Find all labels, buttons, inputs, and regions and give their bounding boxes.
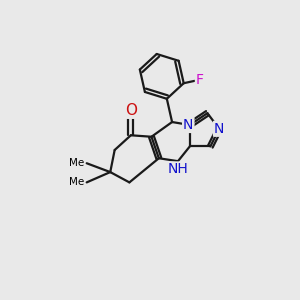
- Text: NH: NH: [168, 162, 188, 176]
- Text: N: N: [183, 118, 194, 132]
- Text: F: F: [196, 73, 204, 87]
- Text: O: O: [125, 103, 137, 118]
- Text: Me: Me: [69, 158, 84, 168]
- Text: N: N: [214, 122, 224, 136]
- Text: Me: Me: [69, 177, 84, 188]
